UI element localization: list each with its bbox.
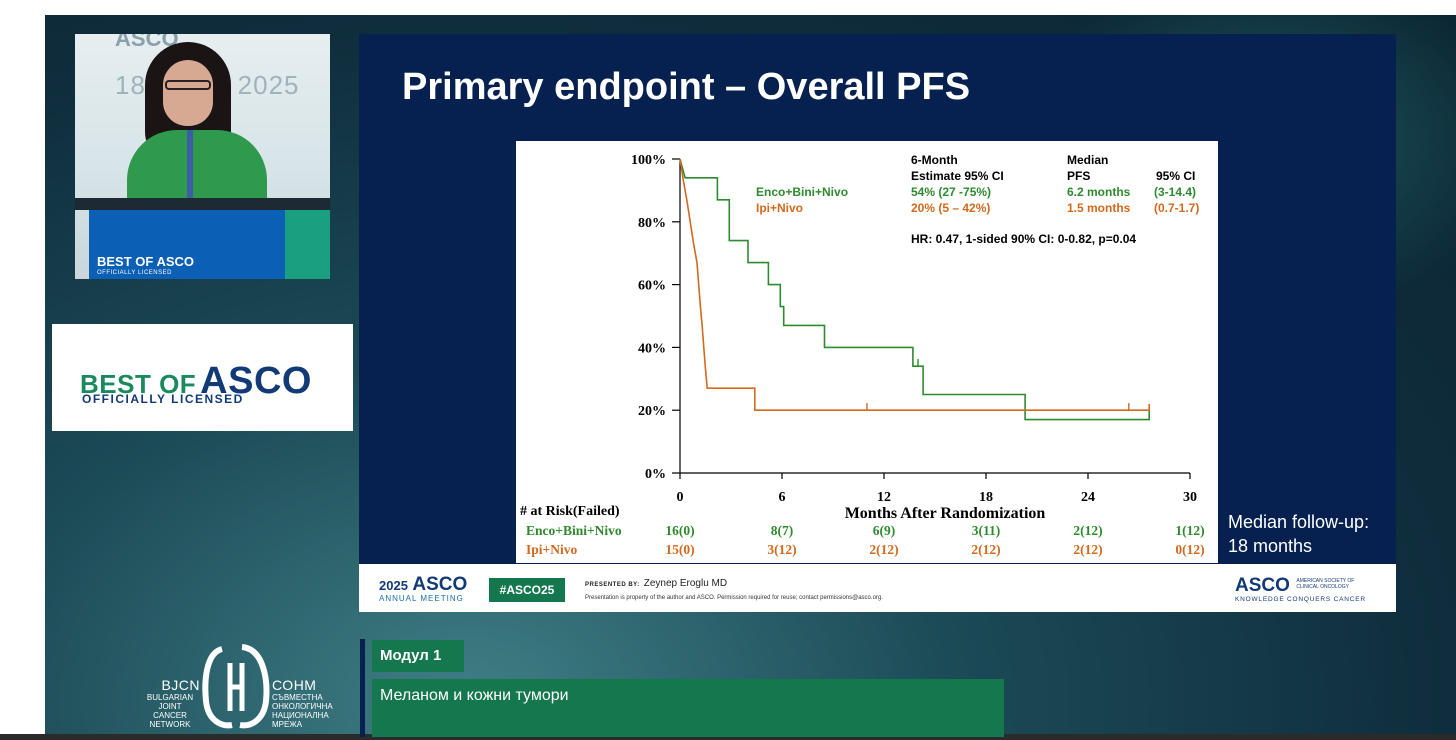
table-header: Median	[1067, 153, 1108, 167]
series-line-1	[679, 158, 1151, 412]
legend-item: Ipi+Nivo	[756, 201, 803, 215]
table-cell: (3-14.4)	[1154, 185, 1196, 199]
legend-item: Enco+Bini+Nivo	[756, 185, 848, 199]
risk-cell: 2(12)	[1073, 523, 1102, 538]
bjcn-abbr: BJCN	[161, 677, 200, 693]
table-header: PFS	[1067, 169, 1090, 183]
bjcn-right-text: СОНМ СЪВМЕСТНА ОНКОЛОГИЧНА НАЦИОНАЛНА МР…	[272, 677, 362, 729]
bjcn-logo: BJCN BULGARIAN JOINT CANCER NETWORK СОНМ…	[140, 635, 340, 735]
km-chart-panel: 0% 20% 40% 60% 80% 100% 0 6 12 18 24 30 Months After…	[516, 141, 1218, 563]
meeting-year: 2025	[379, 578, 408, 593]
y-tick-label: 60%	[638, 279, 666, 294]
x-tick-label: 24	[1081, 490, 1095, 505]
x-tick-label: 30	[1183, 490, 1197, 505]
risk-table-title: # at Risk(Failed)	[520, 504, 620, 519]
asco-tagline: KNOWLEDGE CONQUERS CANCER	[1235, 596, 1366, 603]
asco-text: ASCO	[200, 360, 312, 402]
risk-cell: 8(7)	[771, 523, 794, 538]
meeting-label: ANNUAL MEETING	[379, 594, 464, 603]
module-label: Модул 1	[372, 640, 464, 672]
x-tick-label: 0	[677, 490, 684, 505]
risk-cell: 2(12)	[971, 542, 1000, 557]
best-of-asco-line1: BEST OF ASCO	[80, 360, 312, 403]
sonm-line: СЪВМЕСТНА	[272, 693, 323, 702]
hashtag-badge: #ASCO25	[489, 578, 565, 602]
broadcast-stage: ASCO 18 – юли 2025 BEST OF ASCO OFFICIAL…	[45, 15, 1456, 737]
risk-cell: 3(12)	[767, 542, 796, 557]
y-tick-label: 100%	[631, 153, 666, 168]
video-background-logo: ASCO	[115, 34, 179, 51]
bjcn-left-text: BJCN BULGARIAN JOINT CANCER NETWORK	[140, 677, 200, 729]
speaker-face	[163, 60, 213, 126]
podium-sublabel: OFFICIALLY LICENSED	[97, 270, 172, 276]
table-header: Estimate 95% CI	[911, 169, 1004, 183]
asco-org-logo: ASCO AMERICAN SOCIETY OF CLINICAL ONCOLO…	[1235, 575, 1395, 603]
table-header: 95% CI	[1156, 169, 1195, 183]
risk-row-label: Enco+Bini+Nivo	[526, 523, 622, 538]
presented-by-label: PRESENTED BY:	[585, 582, 640, 588]
podium-front	[89, 210, 285, 279]
table-header: 6-Month	[911, 153, 958, 167]
speaker-glasses	[165, 80, 211, 90]
asco-org-full-line: CLINICAL ONCOLOGY	[1296, 584, 1349, 590]
slide-footer: 2025 ASCO ANNUAL MEETING #ASCO25 PRESENT…	[359, 564, 1396, 612]
risk-cell: 0(12)	[1175, 542, 1204, 557]
sonm-line: МРЕЖА	[272, 720, 303, 729]
hazard-ratio-text: HR: 0.47, 1-sided 90% CI: 0-0.82, p=0.04	[911, 232, 1136, 246]
table-cell: 1.5 months	[1067, 201, 1131, 215]
module-accent-stripe	[360, 639, 365, 737]
risk-row-label: Ipi+Nivo	[526, 542, 577, 557]
speaker-lanyard	[187, 130, 193, 200]
podium-side	[285, 210, 330, 279]
x-tick-label: 12	[877, 490, 891, 505]
sonm-abbr: СОНМ	[272, 677, 317, 693]
km-chart: 0% 20% 40% 60% 80% 100% 0 6 12 18 24 30 Months After…	[520, 153, 1205, 557]
risk-cell: 16(0)	[665, 523, 694, 538]
presenter-name: Zeynep Eroglu MD	[643, 578, 728, 589]
speaker-video: ASCO 18 – юли 2025 BEST OF ASCO OFFICIAL…	[75, 34, 330, 279]
best-of-asco-logo: BEST OF ASCO OFFICIALLY LICENSED	[52, 324, 353, 431]
y-tick-label: 0%	[645, 467, 666, 482]
presenter-line: PRESENTED BY: Zeynep Eroglu MD	[585, 578, 727, 589]
asco-org-name: ASCO	[1235, 575, 1290, 596]
bjcn-line: CANCER	[153, 711, 187, 720]
bjcn-emblem-icon	[202, 644, 270, 729]
sonm-line: НАЦИОНАЛНА	[272, 711, 329, 720]
officially-licensed-text: OFFICIALLY LICENSED	[82, 392, 244, 406]
sonm-line: ОНКОЛОГИЧНА	[272, 702, 333, 711]
risk-cell: 6(9)	[873, 523, 896, 538]
median-followup-text: Median follow-up: 18 months	[1228, 512, 1370, 556]
asco-org-full: AMERICAN SOCIETY OF CLINICAL ONCOLOGY	[1296, 578, 1354, 590]
risk-cell: 15(0)	[665, 542, 694, 557]
table-cell: 20% (5 – 42%)	[911, 201, 990, 215]
asco-org-full-line: AMERICAN SOCIETY OF	[1296, 578, 1355, 584]
meeting-asco: ASCO	[412, 574, 468, 595]
bjcn-line: JOINT	[158, 702, 182, 711]
series-line-0	[679, 158, 1151, 421]
risk-cell: 2(12)	[869, 542, 898, 557]
y-tick-label: 20%	[638, 404, 666, 419]
podium-label: BEST OF ASCO	[97, 254, 195, 269]
copyright-notice: Presentation is property of the author a…	[585, 595, 883, 601]
risk-cell: 3(11)	[972, 523, 1001, 538]
podium-top	[75, 198, 330, 210]
annual-meeting-logo: 2025 ASCO ANNUAL MEETING	[379, 574, 467, 603]
bjcn-line: BULGARIAN	[146, 693, 194, 702]
bottom-bar	[0, 734, 1456, 740]
y-tick-label: 80%	[638, 216, 666, 231]
x-axis-label: Months After Randomization	[845, 505, 1046, 522]
presentation-slide: Primary endpoint – Overall PFS 0% 20% 40% 6…	[359, 34, 1396, 612]
risk-cell: 1(12)	[1175, 523, 1204, 538]
x-tick-label: 18	[979, 490, 993, 505]
module-topic: Меланом и кожни тумори	[372, 679, 1004, 737]
best-of-text: BEST OF	[80, 369, 197, 399]
y-tick-label: 40%	[638, 341, 666, 356]
slide-title: Primary endpoint – Overall PFS	[402, 66, 971, 108]
table-cell: (0.7-1.7)	[1154, 201, 1199, 215]
table-cell: 6.2 months	[1067, 185, 1131, 199]
bjcn-line: NETWORK	[149, 720, 191, 729]
risk-cell: 2(12)	[1073, 542, 1102, 557]
x-tick-label: 6	[779, 490, 786, 505]
table-cell: 54% (27 -75%)	[911, 185, 991, 199]
